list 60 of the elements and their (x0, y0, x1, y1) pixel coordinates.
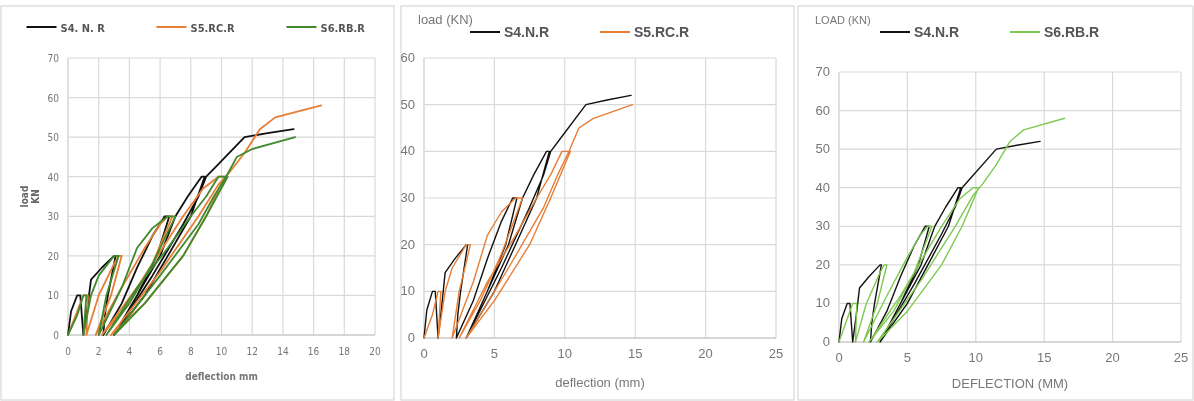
y-tick-label: 10 (400, 283, 415, 299)
y-tick-label: 30 (47, 211, 60, 223)
legend-label: S4.N.R (914, 24, 960, 40)
x-tick-label: 14 (277, 346, 289, 357)
y-tick-label: 50 (400, 96, 415, 112)
y-tick-label: 0 (53, 330, 60, 341)
legend-label: S6.RB.R (1044, 24, 1100, 40)
x-tick-label: 0 (65, 346, 72, 357)
y-tick-label: 20 (815, 256, 830, 272)
x-tick-label: 0 (420, 346, 428, 361)
line-series (838, 117, 1066, 343)
y-tick-label: 20 (47, 250, 60, 262)
x-tick-label: 20 (369, 346, 381, 357)
y-tick-label: 70 (47, 53, 60, 64)
x-tick-label: 2 (95, 346, 102, 357)
y-tick-label: 50 (47, 132, 60, 144)
y-tick-label: 60 (47, 92, 60, 104)
x-tick-label: 16 (307, 346, 320, 357)
x-tick-label: 0 (835, 350, 843, 365)
legend-label: S5.RC.R (634, 24, 690, 40)
y-tick-label: 40 (400, 143, 415, 159)
legend-label: S6.RB.R (320, 22, 366, 35)
y-tick-label: 10 (815, 295, 830, 311)
y-tick-label: 50 (815, 141, 830, 157)
legend-label: S4. N. R (60, 22, 106, 35)
y-tick-label: 10 (47, 290, 60, 302)
x-tick-label: 20 (1105, 350, 1120, 365)
x-axis-title: deflection (mm) (555, 375, 645, 390)
x-tick-label: 15 (1036, 350, 1052, 365)
legend-label: S4.N.R (504, 24, 550, 40)
x-axis-title: DEFLECTION (MM) (951, 376, 1069, 391)
y-axis-title: load KN (19, 185, 41, 208)
legend-label: S5.RC.R (190, 22, 235, 35)
x-tick-label: 4 (126, 346, 133, 357)
y-tick-label: 30 (400, 190, 415, 205)
y-tick-label: 60 (400, 50, 415, 65)
x-tick-label: 18 (338, 346, 351, 357)
x-tick-label: 25 (768, 346, 784, 361)
x-tick-label: 10 (968, 350, 984, 365)
line-series (838, 140, 1041, 343)
y-tick-label: 70 (815, 64, 830, 79)
x-tick-label: 10 (557, 346, 573, 361)
x-tick-label: 10 (215, 346, 228, 357)
y-axis-title: load (KN) (418, 12, 473, 27)
x-tick-label: 20 (698, 346, 713, 361)
y-axis-title: LOAD (KN) (815, 14, 871, 26)
y-tick-label: 40 (47, 171, 60, 183)
y-tick-label: 20 (400, 236, 415, 252)
y-tick-label: 40 (815, 179, 830, 195)
y-tick-label: 0 (407, 330, 415, 345)
x-tick-label: 5 (490, 346, 499, 361)
y-tick-label: 30 (815, 218, 830, 234)
x-tick-label: 8 (187, 346, 194, 357)
x-axis-title: deflection mm (185, 371, 258, 382)
x-tick-label: 6 (157, 346, 164, 357)
x-tick-label: 12 (246, 346, 258, 357)
x-tick-label: 15 (627, 346, 643, 361)
x-tick-label: 25 (1173, 350, 1189, 365)
x-tick-label: 5 (903, 350, 912, 365)
y-tick-label: 60 (815, 102, 830, 118)
